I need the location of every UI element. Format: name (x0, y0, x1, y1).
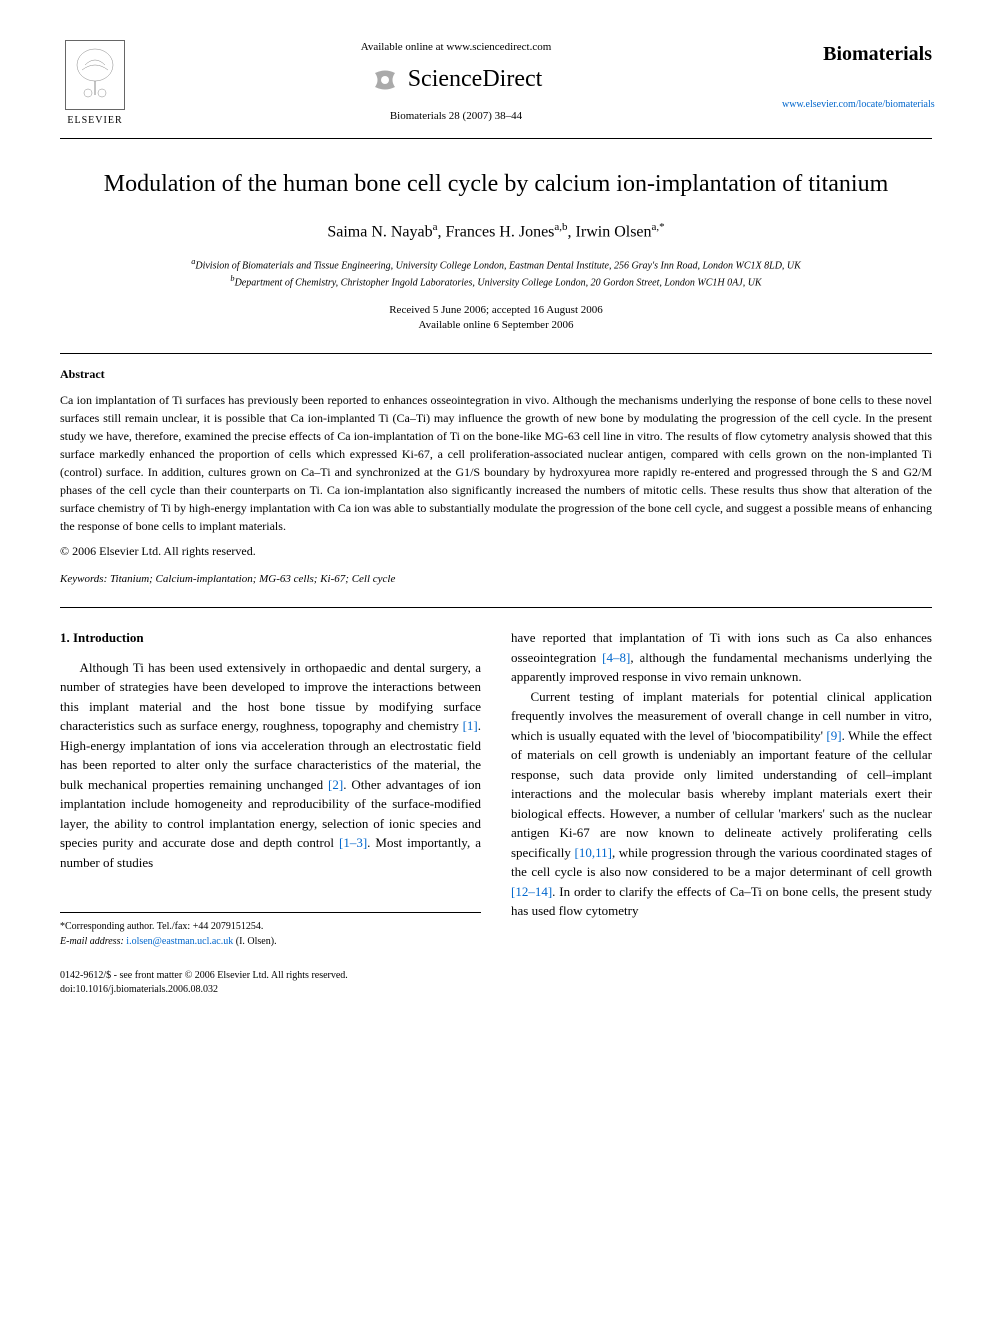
received-date: Received 5 June 2006; accepted 16 August… (60, 303, 932, 318)
copyright-text: © 2006 Elsevier Ltd. All rights reserved… (60, 543, 932, 560)
keywords-text: Titanium; Calcium-implantation; MG-63 ce… (107, 573, 395, 585)
elsevier-logo: ELSEVIER (60, 40, 130, 128)
body-columns: 1. Introduction Although Ti has been use… (60, 628, 932, 949)
abstract-divider-top (60, 353, 932, 354)
elsevier-label: ELSEVIER (67, 114, 122, 128)
keywords-line: Keywords: Titanium; Calcium-implantation… (60, 572, 932, 587)
abstract-heading: Abstract (60, 366, 932, 383)
available-online-text: Available online at www.sciencedirect.co… (150, 40, 762, 55)
article-title: Modulation of the human bone cell cycle … (60, 169, 932, 200)
author-3-sup: a,* (652, 221, 665, 233)
corresponding-author: *Corresponding author. Tel./fax: +44 207… (60, 919, 481, 934)
intro-paragraph-1-cont: have reported that implantation of Ti wi… (511, 628, 932, 687)
corresponding-footer: *Corresponding author. Tel./fax: +44 207… (60, 912, 481, 949)
sciencedirect-logo: ScienceDirect (150, 63, 762, 97)
intro-paragraph-2: Current testing of implant materials for… (511, 687, 932, 921)
footer-left: 0142-9612/$ - see front matter © 2006 El… (60, 969, 348, 997)
sciencedirect-text: ScienceDirect (408, 63, 543, 97)
abstract-text: Ca ion implantation of Ti surfaces has p… (60, 391, 932, 535)
ref-10-11[interactable]: [10,11] (575, 845, 612, 860)
email-link[interactable]: i.olsen@eastman.ucl.ac.uk (124, 936, 233, 947)
right-column: have reported that implantation of Ti wi… (511, 628, 932, 949)
ref-4-8[interactable]: [4–8] (602, 650, 630, 665)
email-line: E-mail address: i.olsen@eastman.ucl.ac.u… (60, 934, 481, 949)
journal-reference: Biomaterials 28 (2007) 38–44 (150, 109, 762, 124)
ref-12-14[interactable]: [12–14] (511, 884, 552, 899)
ref-1[interactable]: [1] (463, 718, 478, 733)
ref-2[interactable]: [2] (328, 777, 343, 792)
author-2: , Frances H. Jones (438, 224, 555, 241)
journal-url[interactable]: www.elsevier.com/locate/biomaterials (782, 98, 932, 112)
sciencedirect-icon (370, 65, 400, 95)
affiliation-a: aDivision of Biomaterials and Tissue Eng… (60, 256, 932, 273)
affiliation-b: bDepartment of Chemistry, Christopher In… (60, 273, 932, 290)
author-1: Saima N. Nayab (327, 224, 432, 241)
article-dates: Received 5 June 2006; accepted 16 August… (60, 303, 932, 334)
issn-line: 0142-9612/$ - see front matter © 2006 El… (60, 969, 348, 983)
abstract-divider-bottom (60, 607, 932, 608)
doi-line: doi:10.1016/j.biomaterials.2006.08.032 (60, 983, 348, 997)
author-3: , Irwin Olsen (568, 224, 652, 241)
authors-line: Saima N. Nayaba, Frances H. Jonesa,b, Ir… (60, 220, 932, 244)
available-date: Available online 6 September 2006 (60, 318, 932, 333)
intro-paragraph-1: Although Ti has been used extensively in… (60, 658, 481, 873)
author-2-sup: a,b (554, 221, 567, 233)
center-header: Available online at www.sciencedirect.co… (130, 40, 782, 124)
affiliations: aDivision of Biomaterials and Tissue Eng… (60, 256, 932, 291)
journal-name: Biomaterials (782, 40, 932, 68)
journal-logo-block: Biomaterials www.elsevier.com/locate/bio… (782, 40, 932, 112)
header-divider (60, 138, 932, 139)
journal-header: ELSEVIER Available online at www.science… (60, 40, 932, 128)
ref-1-3[interactable]: [1–3] (339, 835, 367, 850)
page-footer: 0142-9612/$ - see front matter © 2006 El… (60, 969, 932, 997)
keywords-label: Keywords: (60, 573, 107, 585)
ref-9[interactable]: [9] (826, 728, 841, 743)
section-1-heading: 1. Introduction (60, 628, 481, 648)
elsevier-tree-icon (65, 40, 125, 110)
left-column: 1. Introduction Although Ti has been use… (60, 628, 481, 949)
